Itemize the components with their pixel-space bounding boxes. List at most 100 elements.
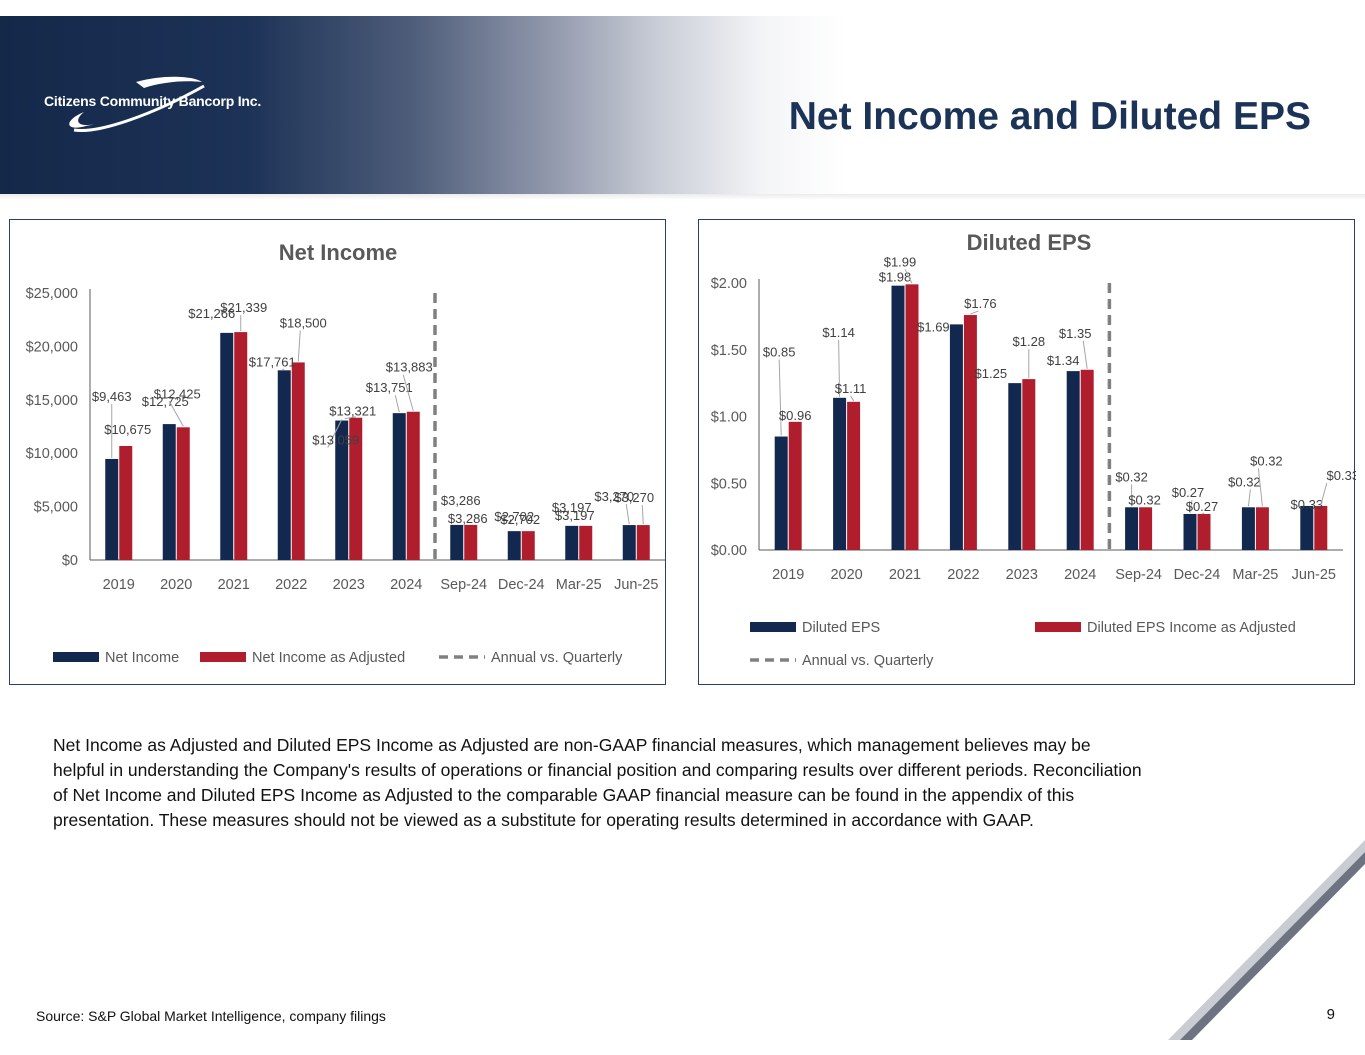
diluted-eps-leader-line [970,310,979,315]
net-income-bar-net-income-as-adjusted-2020 [176,427,190,560]
diluted-eps-y-tick-label: $0.50 [711,476,747,492]
net-income-data-label: $12,425 [154,386,201,401]
diluted-eps-data-label: $1.69 [917,319,950,334]
diluted-eps-data-label: $0.32 [1115,469,1148,484]
diluted-eps-data-label: $1.76 [964,296,997,311]
net-income-x-tick-label: 2024 [390,577,422,593]
net-income-data-label: $13,883 [386,360,433,375]
net-income-bar-net-income-as-adjusted-2024 [406,411,420,560]
net-income-data-label: $3,286 [441,493,481,508]
net-income-data-label: $3,270 [594,489,634,504]
diluted-eps-y-tick-label: $0.00 [711,543,747,559]
page-number: 9 [1326,1006,1335,1023]
diluted-eps-bar-diluted-eps-2019 [774,436,788,550]
page-title: Net Income and Diluted EPS [788,95,1311,138]
diluted-eps-bar-diluted-eps-income-as-adjusted-dec-24 [1197,513,1211,550]
net-income-x-tick-label: Sep-24 [440,577,487,593]
diluted-eps-data-label: $1.35 [1059,326,1092,341]
diluted-eps-bar-diluted-eps-income-as-adjusted-jun-25 [1314,505,1328,550]
diluted-eps-leader-line [1257,468,1263,507]
diluted-eps-x-tick-label: 2024 [1064,567,1096,583]
diluted-eps-data-label: $1.28 [1013,334,1046,349]
net-income-data-label: $13,751 [366,380,413,395]
header-band [0,16,1365,194]
diluted-eps-data-label: $1.99 [884,254,917,269]
diluted-eps-leader-line [904,269,913,284]
net-income-bar-net-income-2021 [220,332,234,560]
diluted-eps-leader-line [838,339,841,397]
diluted-eps-data-label: $0.27 [1186,499,1219,514]
diluted-eps-bar-diluted-eps-income-as-adjusted-2019 [788,421,802,550]
net-income-data-label: $21,266 [188,306,235,321]
diluted-eps-bar-diluted-eps-income-as-adjusted-mar-25 [1255,507,1269,550]
diluted-eps-bar-diluted-eps-income-as-adjusted-2021 [905,284,919,550]
diluted-eps-data-label: $0.85 [763,345,796,360]
net-income-x-tick-label: 2023 [333,577,365,593]
diluted-eps-legend-label: Diluted EPS Income as Adjusted [1087,620,1296,636]
diluted-eps-leader-line [778,359,782,436]
diluted-eps-leader-line [850,395,855,402]
diluted-eps-bar-diluted-eps-income-as-adjusted-2022 [963,315,977,550]
diluted-eps-data-label: $1.11 [835,381,867,396]
net-income-chart-panel: Net Income $0 $5,000 $10,000 $15,000 $20,000 $… [9,219,666,685]
diluted-eps-bar-diluted-eps-mar-25 [1241,507,1255,550]
net-income-bar-net-income-as-adjusted-2021 [234,332,248,560]
net-income-bar-net-income-dec-24 [507,531,521,560]
diluted-eps-bar-diluted-eps-income-as-adjusted-2023 [1022,379,1036,550]
diluted-eps-x-tick-label: 2019 [772,567,804,583]
diluted-eps-bar-diluted-eps-jun-25 [1300,505,1314,550]
diluted-eps-legend-label: Diluted EPS [802,620,880,636]
diluted-eps-bar-diluted-eps-income-as-adjusted-2020 [847,401,861,550]
diluted-eps-legend-swatch [750,622,796,632]
net-income-data-label: $18,500 [280,315,327,330]
diluted-eps-bar-diluted-eps-2024 [1066,371,1080,550]
net-income-x-tick-label: 2022 [275,577,307,593]
net-income-bar-net-income-as-adjusted-2022 [291,362,305,560]
net-income-legend-label: Net Income as Adjusted [252,650,405,666]
net-income-x-tick-label: 2020 [160,577,192,593]
non-gaap-disclaimer: Net Income as Adjusted and Diluted EPS I… [53,735,1142,830]
diluted-eps-x-tick-label: 2020 [830,567,862,583]
net-income-data-label: $3,197 [552,500,592,515]
net-income-bar-net-income-as-adjusted-dec-24 [521,531,535,560]
net-income-bar-net-income-2019 [105,458,119,560]
net-income-data-label: $3,197 [555,508,595,523]
diluted-eps-leader-line [1082,340,1088,369]
diluted-eps-legend-label: Annual vs. Quarterly [802,653,934,669]
net-income-data-label: $2,702 [500,512,540,527]
net-income-leader-line [344,416,356,420]
diluted-eps-x-tick-label: 2023 [1006,567,1038,583]
diluted-eps-leader-line [1189,499,1193,514]
diluted-eps-data-label: $0.33 [1327,468,1356,483]
diluted-eps-y-tick-label: $2.00 [711,276,747,292]
net-income-leader-line [297,330,301,362]
diluted-eps-x-tick-label: Sep-24 [1115,567,1162,583]
net-income-chart-title: Net Income [279,240,398,265]
diluted-eps-bar-diluted-eps-2021 [891,285,905,550]
diluted-eps-leader-line [1320,482,1328,506]
diluted-eps-bar-diluted-eps-income-as-adjusted-2024 [1080,369,1094,550]
diluted-eps-x-tick-label: 2021 [889,567,921,583]
net-income-x-tick-label: 2019 [103,577,135,593]
diluted-eps-chart: Diluted EPS $0.00 $0.50 $1.00 $1.50 $2.00 2019… [711,230,1356,669]
net-income-y-tick-label: $20,000 [26,339,78,355]
net-income-data-label: $3,286 [448,511,488,526]
net-income-legend-label: Annual vs. Quarterly [491,650,623,666]
diluted-eps-data-label: $1.34 [1047,353,1080,368]
diluted-eps-data-label: $0.96 [779,408,812,423]
net-income-legend-label: Net Income [105,650,179,666]
diluted-eps-chart-panel: Diluted EPS $0.00 $0.50 $1.00 $1.50 $2.00 2019… [698,219,1356,685]
net-income-y-tick-label: $0 [62,553,78,569]
net-income-leader-line [402,374,414,411]
net-income-y-tick-label: $10,000 [26,446,78,462]
net-income-bar-net-income-jun-25 [622,525,636,560]
net-income-leader-line [168,401,184,427]
net-income-x-tick-label: 2021 [218,577,250,593]
net-income-x-tick-label: Jun-25 [614,577,658,593]
net-income-data-label: $3,270 [614,490,654,505]
diluted-eps-x-tick-label: Jun-25 [1292,567,1336,583]
net-income-bar-net-income-sep-24 [450,524,464,560]
source-note: Source: S&P Global Market Intelligence, … [36,1008,386,1024]
net-income-leader-line [394,395,400,413]
diluted-eps-leader-line [1247,489,1251,507]
